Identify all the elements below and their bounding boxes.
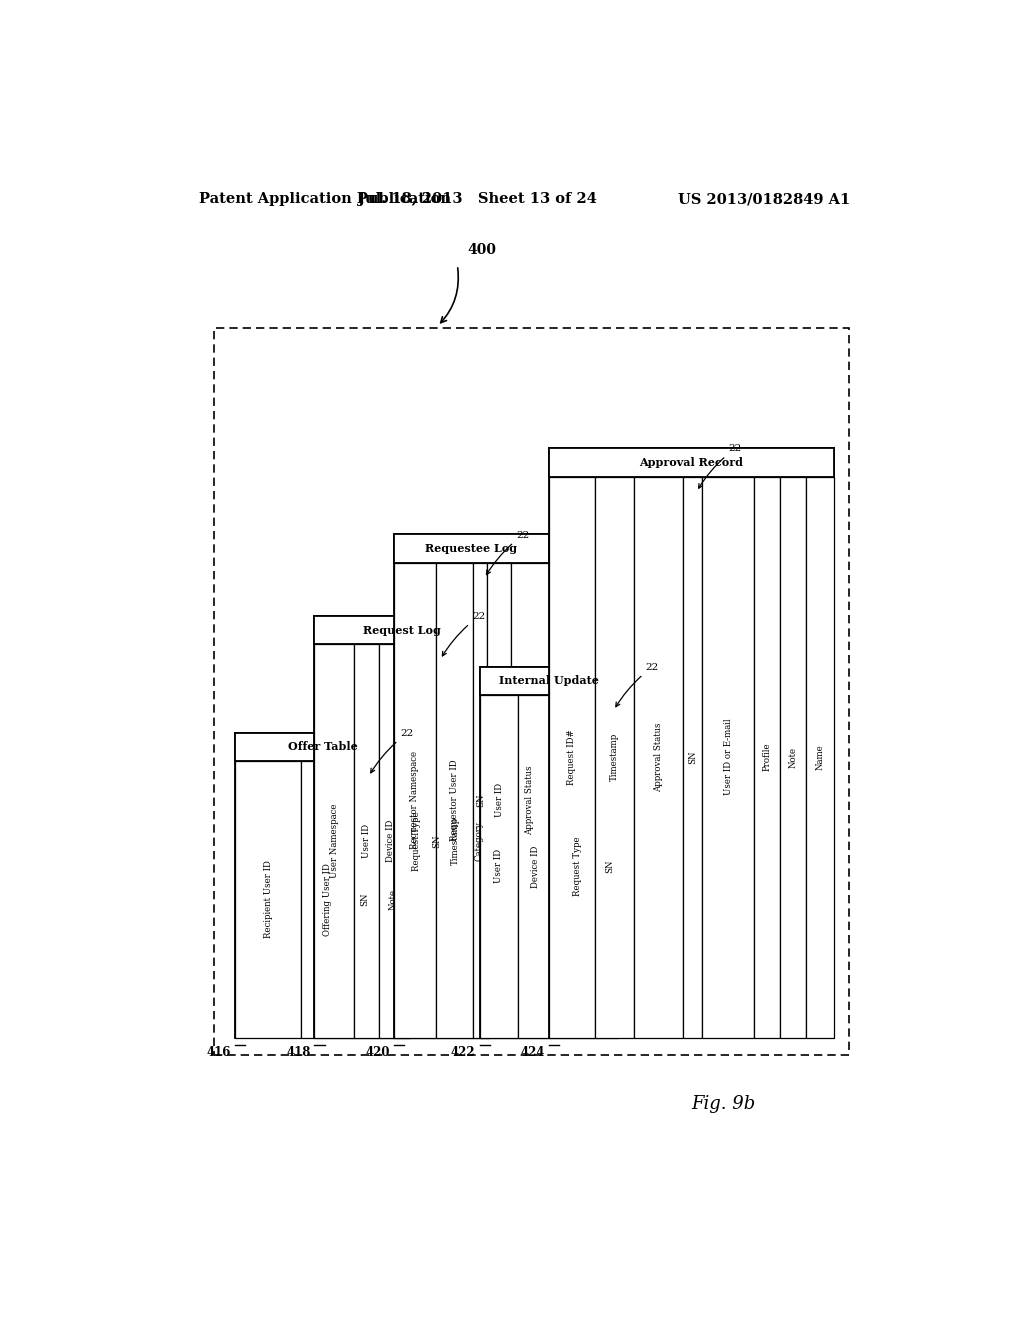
Text: 22: 22 xyxy=(698,444,741,488)
Bar xyxy=(301,762,353,1038)
Bar xyxy=(436,562,473,1038)
Text: Note: Note xyxy=(788,747,798,768)
Text: Request Log: Request Log xyxy=(362,624,440,635)
Bar xyxy=(601,696,618,1038)
Bar xyxy=(518,696,554,1038)
Bar xyxy=(702,477,754,1038)
Text: SN: SN xyxy=(476,793,484,807)
Bar xyxy=(479,667,618,1038)
Text: Jul. 18, 2013   Sheet 13 of 24: Jul. 18, 2013 Sheet 13 of 24 xyxy=(357,191,597,206)
Bar xyxy=(473,562,487,1038)
Bar xyxy=(214,329,849,1055)
Text: US 2013/0182849 A1: US 2013/0182849 A1 xyxy=(678,191,850,206)
Bar xyxy=(780,477,806,1038)
Bar xyxy=(806,477,835,1038)
Bar xyxy=(394,535,549,562)
Text: Approval Status: Approval Status xyxy=(525,766,535,836)
Text: 418: 418 xyxy=(286,1045,310,1059)
Bar xyxy=(354,644,379,1038)
Bar xyxy=(379,644,402,1038)
Text: 22: 22 xyxy=(371,729,414,772)
Text: Requestor Namespace: Requestor Namespace xyxy=(411,751,420,849)
Text: User ID or E-mail: User ID or E-mail xyxy=(724,719,732,796)
Text: Patent Application Publication: Patent Application Publication xyxy=(200,191,452,206)
Bar xyxy=(376,762,410,1038)
Text: Request Type: Request Type xyxy=(572,837,582,896)
Bar xyxy=(479,667,618,696)
Bar xyxy=(236,733,410,1038)
Text: User Namespace: User Namespace xyxy=(330,804,339,878)
Text: Device ID: Device ID xyxy=(386,820,395,862)
Bar xyxy=(353,762,376,1038)
Text: SN: SN xyxy=(605,859,614,873)
Text: 424: 424 xyxy=(520,1045,545,1059)
Bar xyxy=(549,477,595,1038)
Bar xyxy=(554,696,601,1038)
Bar xyxy=(430,644,442,1038)
Text: Profile: Profile xyxy=(763,743,771,771)
Text: Device ID: Device ID xyxy=(531,845,541,887)
Bar xyxy=(402,644,430,1038)
Text: 22: 22 xyxy=(615,663,658,706)
Bar xyxy=(479,696,518,1038)
Text: Timestamp: Timestamp xyxy=(451,817,460,865)
Text: 422: 422 xyxy=(451,1045,475,1059)
Bar xyxy=(442,644,468,1038)
Text: Requestor User ID: Requestor User ID xyxy=(451,759,459,841)
Text: 22: 22 xyxy=(442,612,485,656)
Text: 22: 22 xyxy=(486,531,529,574)
Text: Request Type: Request Type xyxy=(412,810,421,871)
Text: 416: 416 xyxy=(207,1045,231,1059)
Text: Note: Note xyxy=(388,888,397,909)
Bar xyxy=(314,644,354,1038)
Bar xyxy=(314,615,489,1038)
Text: SN: SN xyxy=(688,750,697,764)
Text: 400: 400 xyxy=(468,243,497,257)
Bar xyxy=(487,562,511,1038)
Text: SN: SN xyxy=(432,834,440,847)
Bar xyxy=(236,762,301,1038)
Text: Approval Status: Approval Status xyxy=(654,722,663,792)
Text: Recipient User ID: Recipient User ID xyxy=(263,861,272,939)
Text: Approval Record: Approval Record xyxy=(639,457,743,467)
Text: Requestee Log: Requestee Log xyxy=(425,544,517,554)
Bar xyxy=(754,477,780,1038)
Text: Category: Category xyxy=(474,821,483,861)
Text: Name: Name xyxy=(816,744,824,770)
Text: Fig. 9b: Fig. 9b xyxy=(691,1094,756,1113)
Text: Request ID#: Request ID# xyxy=(567,729,577,785)
Bar xyxy=(549,447,835,477)
Text: Offering User ID: Offering User ID xyxy=(323,863,332,936)
Bar xyxy=(394,562,436,1038)
Text: User ID: User ID xyxy=(495,783,504,817)
Text: Offer Table: Offer Table xyxy=(288,742,357,752)
Bar xyxy=(314,615,489,644)
Text: User ID: User ID xyxy=(495,849,503,883)
Bar xyxy=(394,535,549,1038)
Bar xyxy=(511,562,549,1038)
Bar xyxy=(236,733,410,762)
Text: 420: 420 xyxy=(366,1045,390,1059)
Bar xyxy=(634,477,683,1038)
Bar xyxy=(468,644,489,1038)
Bar xyxy=(595,477,634,1038)
Text: Timestamp: Timestamp xyxy=(609,733,618,781)
Text: User ID: User ID xyxy=(361,824,371,858)
Bar xyxy=(683,477,702,1038)
Text: SN: SN xyxy=(360,892,369,906)
Text: Internal Update: Internal Update xyxy=(499,676,599,686)
Bar xyxy=(549,447,835,1038)
